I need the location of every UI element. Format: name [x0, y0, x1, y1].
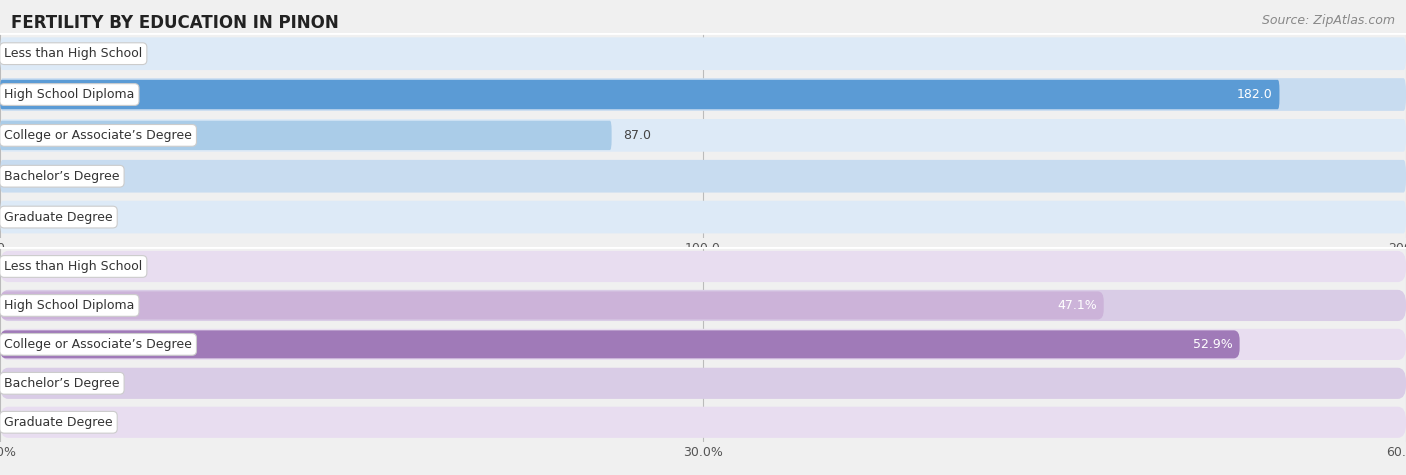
FancyBboxPatch shape [0, 368, 1406, 399]
Text: 87.0: 87.0 [623, 129, 651, 142]
Text: Bachelor’s Degree: Bachelor’s Degree [4, 377, 120, 390]
FancyBboxPatch shape [0, 119, 1406, 152]
Text: 0.0%: 0.0% [11, 260, 44, 273]
FancyBboxPatch shape [0, 201, 1406, 233]
FancyBboxPatch shape [0, 251, 1406, 282]
FancyBboxPatch shape [0, 160, 1406, 192]
Text: 0.0%: 0.0% [11, 377, 44, 390]
Text: High School Diploma: High School Diploma [4, 299, 135, 312]
Text: 0.0%: 0.0% [11, 416, 44, 429]
FancyBboxPatch shape [0, 121, 612, 150]
Text: FERTILITY BY EDUCATION IN PINON: FERTILITY BY EDUCATION IN PINON [11, 14, 339, 32]
Text: 0.0: 0.0 [11, 47, 31, 60]
Text: 52.9%: 52.9% [1192, 338, 1233, 351]
Text: College or Associate’s Degree: College or Associate’s Degree [4, 338, 193, 351]
FancyBboxPatch shape [0, 290, 1406, 321]
Text: Bachelor’s Degree: Bachelor’s Degree [4, 170, 120, 183]
Text: 47.1%: 47.1% [1057, 299, 1097, 312]
Text: High School Diploma: High School Diploma [4, 88, 135, 101]
Text: 182.0: 182.0 [1237, 88, 1272, 101]
Text: College or Associate’s Degree: College or Associate’s Degree [4, 129, 193, 142]
Text: Graduate Degree: Graduate Degree [4, 416, 112, 429]
Text: Source: ZipAtlas.com: Source: ZipAtlas.com [1261, 14, 1395, 27]
FancyBboxPatch shape [0, 330, 1240, 359]
FancyBboxPatch shape [0, 407, 1406, 438]
FancyBboxPatch shape [0, 291, 1104, 320]
FancyBboxPatch shape [0, 38, 1406, 70]
FancyBboxPatch shape [0, 80, 1279, 109]
Text: Graduate Degree: Graduate Degree [4, 210, 112, 224]
FancyBboxPatch shape [0, 78, 1406, 111]
Text: 0.0: 0.0 [11, 170, 31, 183]
Text: Less than High School: Less than High School [4, 47, 142, 60]
Text: Less than High School: Less than High School [4, 260, 142, 273]
Text: 0.0: 0.0 [11, 210, 31, 224]
FancyBboxPatch shape [0, 329, 1406, 360]
